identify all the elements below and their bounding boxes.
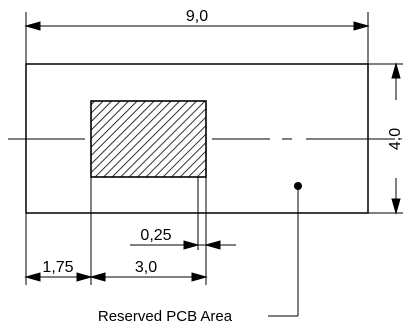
overall-width-label: 9,0 bbox=[186, 8, 208, 25]
overall-width-dimension bbox=[24, 12, 370, 64]
reserved-pad-area bbox=[90, 100, 207, 178]
bottom-extension-lines bbox=[25, 177, 207, 285]
overall-height-dimension bbox=[368, 62, 403, 215]
pad-width-dimension bbox=[89, 272, 208, 282]
reserved-pcb-area-label: Reserved PCB Area bbox=[98, 308, 233, 325]
small-offset-label: 0,25 bbox=[140, 227, 171, 244]
left-offset-label: 1,75 bbox=[42, 259, 73, 276]
small-offset-dimension bbox=[130, 240, 236, 250]
overall-height-label: 4,0 bbox=[387, 128, 403, 150]
pad-width-label: 3,0 bbox=[135, 259, 157, 276]
callout-leader bbox=[268, 186, 299, 317]
left-offset-dimension bbox=[24, 272, 93, 282]
